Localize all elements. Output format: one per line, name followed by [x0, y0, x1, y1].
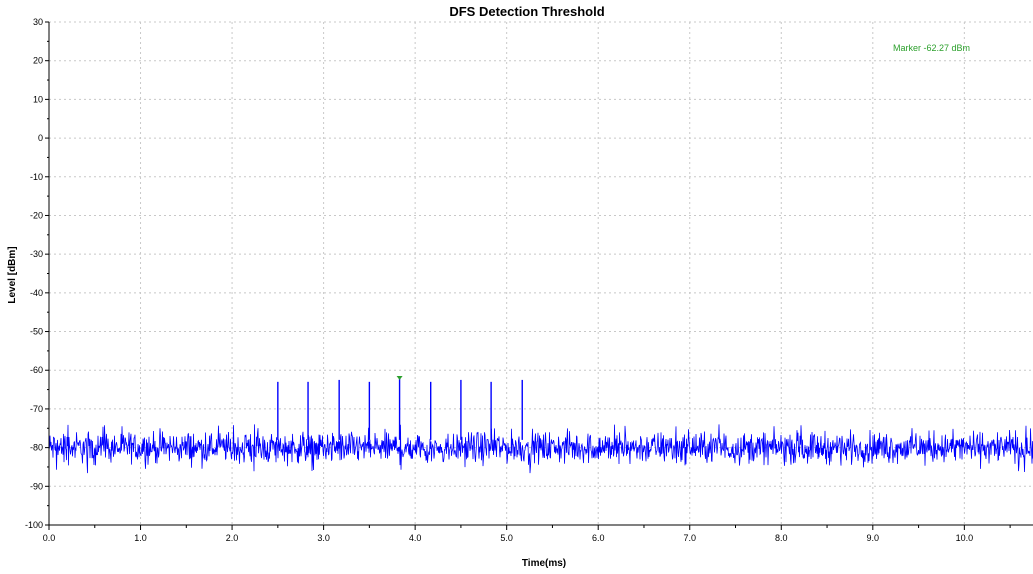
- x-tick-label: 2.0: [226, 533, 239, 543]
- noise-trace: [48, 424, 1033, 474]
- y-tick-label: -80: [30, 443, 43, 453]
- x-tick-label: 9.0: [867, 533, 880, 543]
- x-tick-label: 1.0: [134, 533, 147, 543]
- marker-readout: Marker -62.27 dBm: [893, 43, 970, 53]
- x-tick-label: 0.0: [43, 533, 56, 543]
- y-tick-label: -100: [25, 520, 43, 530]
- grid: [48, 21, 1033, 526]
- y-axis-label: Level [dBm]: [7, 246, 18, 303]
- y-tick-label: -20: [30, 210, 43, 220]
- y-tick-label: -90: [30, 481, 43, 491]
- marker: Marker -62.27 dBm: [396, 43, 970, 381]
- chart-title: DFS Detection Threshold: [449, 4, 604, 19]
- x-tick-label: 4.0: [409, 533, 422, 543]
- y-tick-label: 10: [33, 94, 43, 104]
- marker-triangle: [396, 376, 403, 381]
- x-axis-ticks: 0.0 1.0 2.0 3.0 4.0 5.0 6.0 7.0 8.0 9.0 10.0: [43, 525, 1011, 543]
- y-tick-label: 20: [33, 56, 43, 66]
- y-tick-label: -30: [30, 249, 43, 259]
- y-tick-label: -50: [30, 327, 43, 337]
- y-tick-label: 0: [38, 133, 43, 143]
- x-tick-label: 5.0: [500, 533, 513, 543]
- x-tick-label: 10.0: [956, 533, 974, 543]
- x-axis-label: Time(ms): [522, 558, 566, 569]
- y-tick-label: -10: [30, 172, 43, 182]
- y-tick-label: -70: [30, 404, 43, 414]
- x-tick-label: 6.0: [592, 533, 605, 543]
- y-tick-label: -40: [30, 288, 43, 298]
- x-tick-label: 7.0: [683, 533, 696, 543]
- x-tick-label: 8.0: [775, 533, 788, 543]
- x-tick-label: 3.0: [317, 533, 330, 543]
- y-tick-label: -60: [30, 365, 43, 375]
- y-axis-ticks: 30 20 10 0 -10 -20 -30 -40 -50 -60 -70 -80 -90 -100: [25, 17, 49, 530]
- series-1: [48, 379, 1033, 474]
- y-tick-label: 30: [33, 17, 43, 27]
